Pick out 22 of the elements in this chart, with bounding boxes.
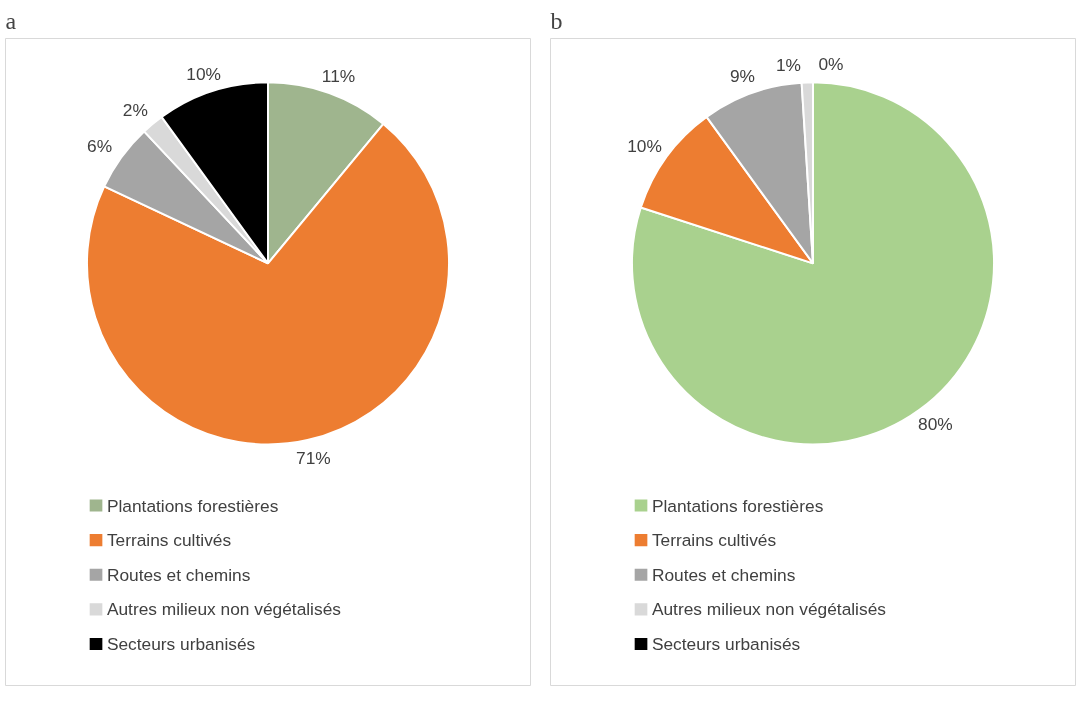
legend-label: Autres milieux non végétalisés (106, 599, 342, 620)
legend-label: Secteurs urbanisés (106, 633, 256, 654)
legend-label: Plantations forestières (651, 495, 824, 516)
data-label: 1% (775, 54, 802, 75)
data-label: 6% (87, 136, 113, 157)
legend-label: Routes et chemins (651, 564, 796, 585)
data-label: 80% (918, 414, 953, 435)
data-label: 10% (627, 136, 662, 157)
data-label: 71% (296, 447, 331, 468)
legend-label: Routes et chemins (106, 564, 251, 585)
data-label: 11% (321, 66, 356, 87)
text: 0% (818, 54, 844, 75)
legend-label: Terrains cultivés (651, 530, 777, 551)
data-label: 9% (729, 66, 755, 87)
legend-label: Secteurs urbanisés (651, 633, 801, 654)
legend-label: Autres milieux non végétalisés (651, 599, 887, 620)
data-label: 2% (122, 100, 148, 121)
legend-label: Terrains cultivés (106, 530, 232, 551)
chart-title: b (550, 7, 563, 34)
legend-label: Plantations forestières (106, 495, 279, 516)
chart-title: a (5, 7, 17, 34)
data-label: 10% (186, 64, 222, 85)
